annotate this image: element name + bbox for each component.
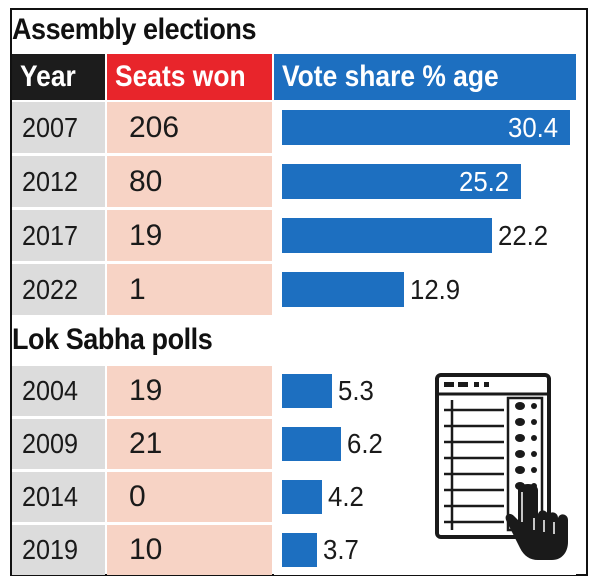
header-year: Year [12,54,105,100]
year-label: 2004 [22,375,79,406]
year-label: 2012 [22,165,79,197]
vote-share-cell: 25.2 [274,156,576,207]
year-cell: 2009 [12,419,105,469]
vote-share-bar [282,272,404,307]
assembly-section-title: Assembly elections [12,13,257,46]
vote-share-bar [282,110,570,145]
year-cell: 2004 [12,366,105,416]
vote-share-cell: 22.2 [274,210,576,261]
year-cell: 2017 [12,210,105,261]
year-label: 2007 [22,111,79,143]
vote-share-value: 25.2 [459,166,510,197]
vote-share-bar [282,374,332,408]
seats-won-cell: 19 [107,366,272,416]
vote-share-value: 30.4 [508,112,559,143]
vote-share-bar [282,164,521,199]
vote-share-bar [282,533,317,567]
seats-won-cell: 19 [107,210,272,261]
seats-won-cell: 21 [107,419,272,469]
seats-won-cell: 80 [107,156,272,207]
year-cell: 2022 [12,264,105,315]
evm-voting-machine-icon [435,373,568,560]
vote-share-value: 4.2 [328,481,364,512]
vote-share-value: 5.3 [338,375,374,406]
vote-share-value: 6.2 [347,428,383,459]
year-label: 2017 [22,219,79,251]
vote-share-bar [282,427,341,461]
seats-won-cell: 0 [107,472,272,522]
header-vote-share: Vote share % age [274,54,576,100]
seats-won-cell: 206 [107,102,272,153]
vote-share-cell: 12.9 [274,264,576,315]
year-label: 2009 [22,428,79,459]
loksabha-section-title: Lok Sabha polls [12,323,213,356]
seats-won-cell: 1 [107,264,272,315]
header-seats-won: Seats won [107,54,272,100]
vote-share-cell: 30.4 [274,102,576,153]
year-label: 2019 [22,534,79,565]
vote-share-value: 22.2 [498,220,549,251]
vote-share-value: 12.9 [410,274,461,305]
year-cell: 2007 [12,102,105,153]
year-cell: 2014 [12,472,105,522]
year-label: 2022 [22,273,79,305]
seats-won-cell: 10 [107,525,272,575]
year-cell: 2012 [12,156,105,207]
vote-share-value: 3.7 [323,534,359,565]
vote-share-bar [282,218,492,253]
vote-share-bar [282,480,322,514]
year-label: 2014 [22,481,79,512]
year-cell: 2019 [12,525,105,575]
